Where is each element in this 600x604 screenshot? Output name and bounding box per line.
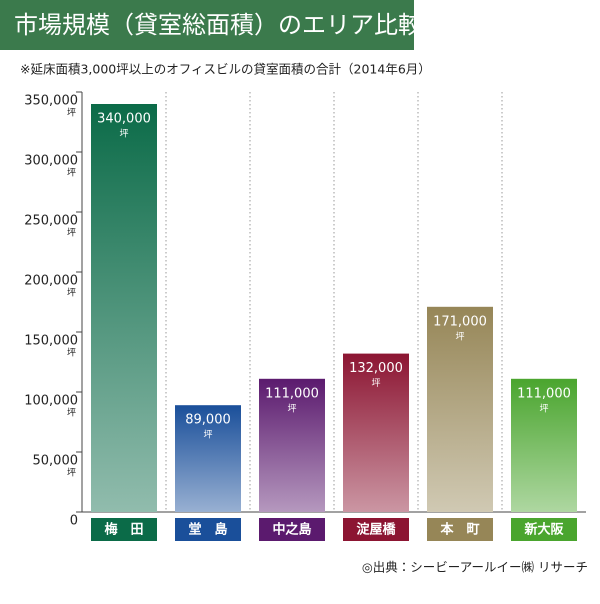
bar [259,378,325,512]
value-label: 132,000 [349,361,403,376]
category-box [91,518,157,541]
y-tick-label: 350,000 [24,94,78,109]
category-box [259,518,325,541]
category-box [343,518,409,541]
value-unit: 坪 [455,331,464,342]
bar [427,306,493,512]
value-label: 171,000 [433,314,487,329]
bar [91,104,157,512]
y-tick-unit: 坪 [67,348,76,359]
category-box [511,518,577,541]
title-banner [0,0,414,50]
y-tick-label: 50,000 [33,454,79,469]
x-tick-label: 新大阪 [523,522,564,538]
x-tick-label: 中之島 [272,522,311,538]
y-tick-label: 300,000 [24,154,78,169]
y-tick-unit: 坪 [67,228,76,239]
y-tick-unit: 坪 [67,288,76,299]
x-tick-label: 本 町 [439,522,479,538]
bar [175,405,241,512]
y-tick-unit: 坪 [67,108,76,119]
y-tick-unit: 坪 [67,408,76,419]
bar [511,378,577,512]
value-unit: 坪 [539,403,548,414]
chart-title: 市場規模（貸室総面積）のエリア比較 [14,11,422,39]
y-tick-label: 250,000 [24,214,78,229]
value-label: 111,000 [265,386,319,401]
x-tick-label: 梅 田 [104,522,143,538]
x-tick-label: 堂 島 [188,522,227,538]
category-box [427,518,493,541]
y-tick-label: 200,000 [24,274,78,289]
value-label: 111,000 [517,386,571,401]
chart-subtitle: ※延床面積3,000坪以上のオフィスビルの貸室面積の合計（2014年6月） [20,62,431,77]
category-box [175,518,241,541]
y-tick-label: 150,000 [24,334,78,349]
y-tick-label: 0 [70,514,78,529]
value-unit: 坪 [371,378,380,389]
value-unit: 坪 [203,430,212,441]
source-note: ◎出典：シービーアールイー㈱ リサーチ [362,560,588,575]
bar [343,353,409,512]
value-label: 340,000 [97,112,151,127]
x-tick-label: 淀屋橋 [356,522,396,538]
value-label: 89,000 [185,413,231,428]
value-unit: 坪 [287,403,296,414]
value-unit: 坪 [119,129,128,140]
y-tick-unit: 坪 [67,168,76,179]
y-tick-unit: 坪 [67,468,76,479]
y-tick-label: 100,000 [24,394,78,409]
